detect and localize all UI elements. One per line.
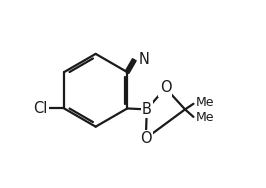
Text: N: N bbox=[138, 52, 149, 67]
Text: Me: Me bbox=[195, 96, 214, 109]
Text: Cl: Cl bbox=[33, 101, 47, 116]
Text: O: O bbox=[160, 80, 171, 96]
Text: Me: Me bbox=[195, 111, 214, 124]
Text: B: B bbox=[142, 102, 152, 117]
Text: O: O bbox=[140, 131, 152, 146]
